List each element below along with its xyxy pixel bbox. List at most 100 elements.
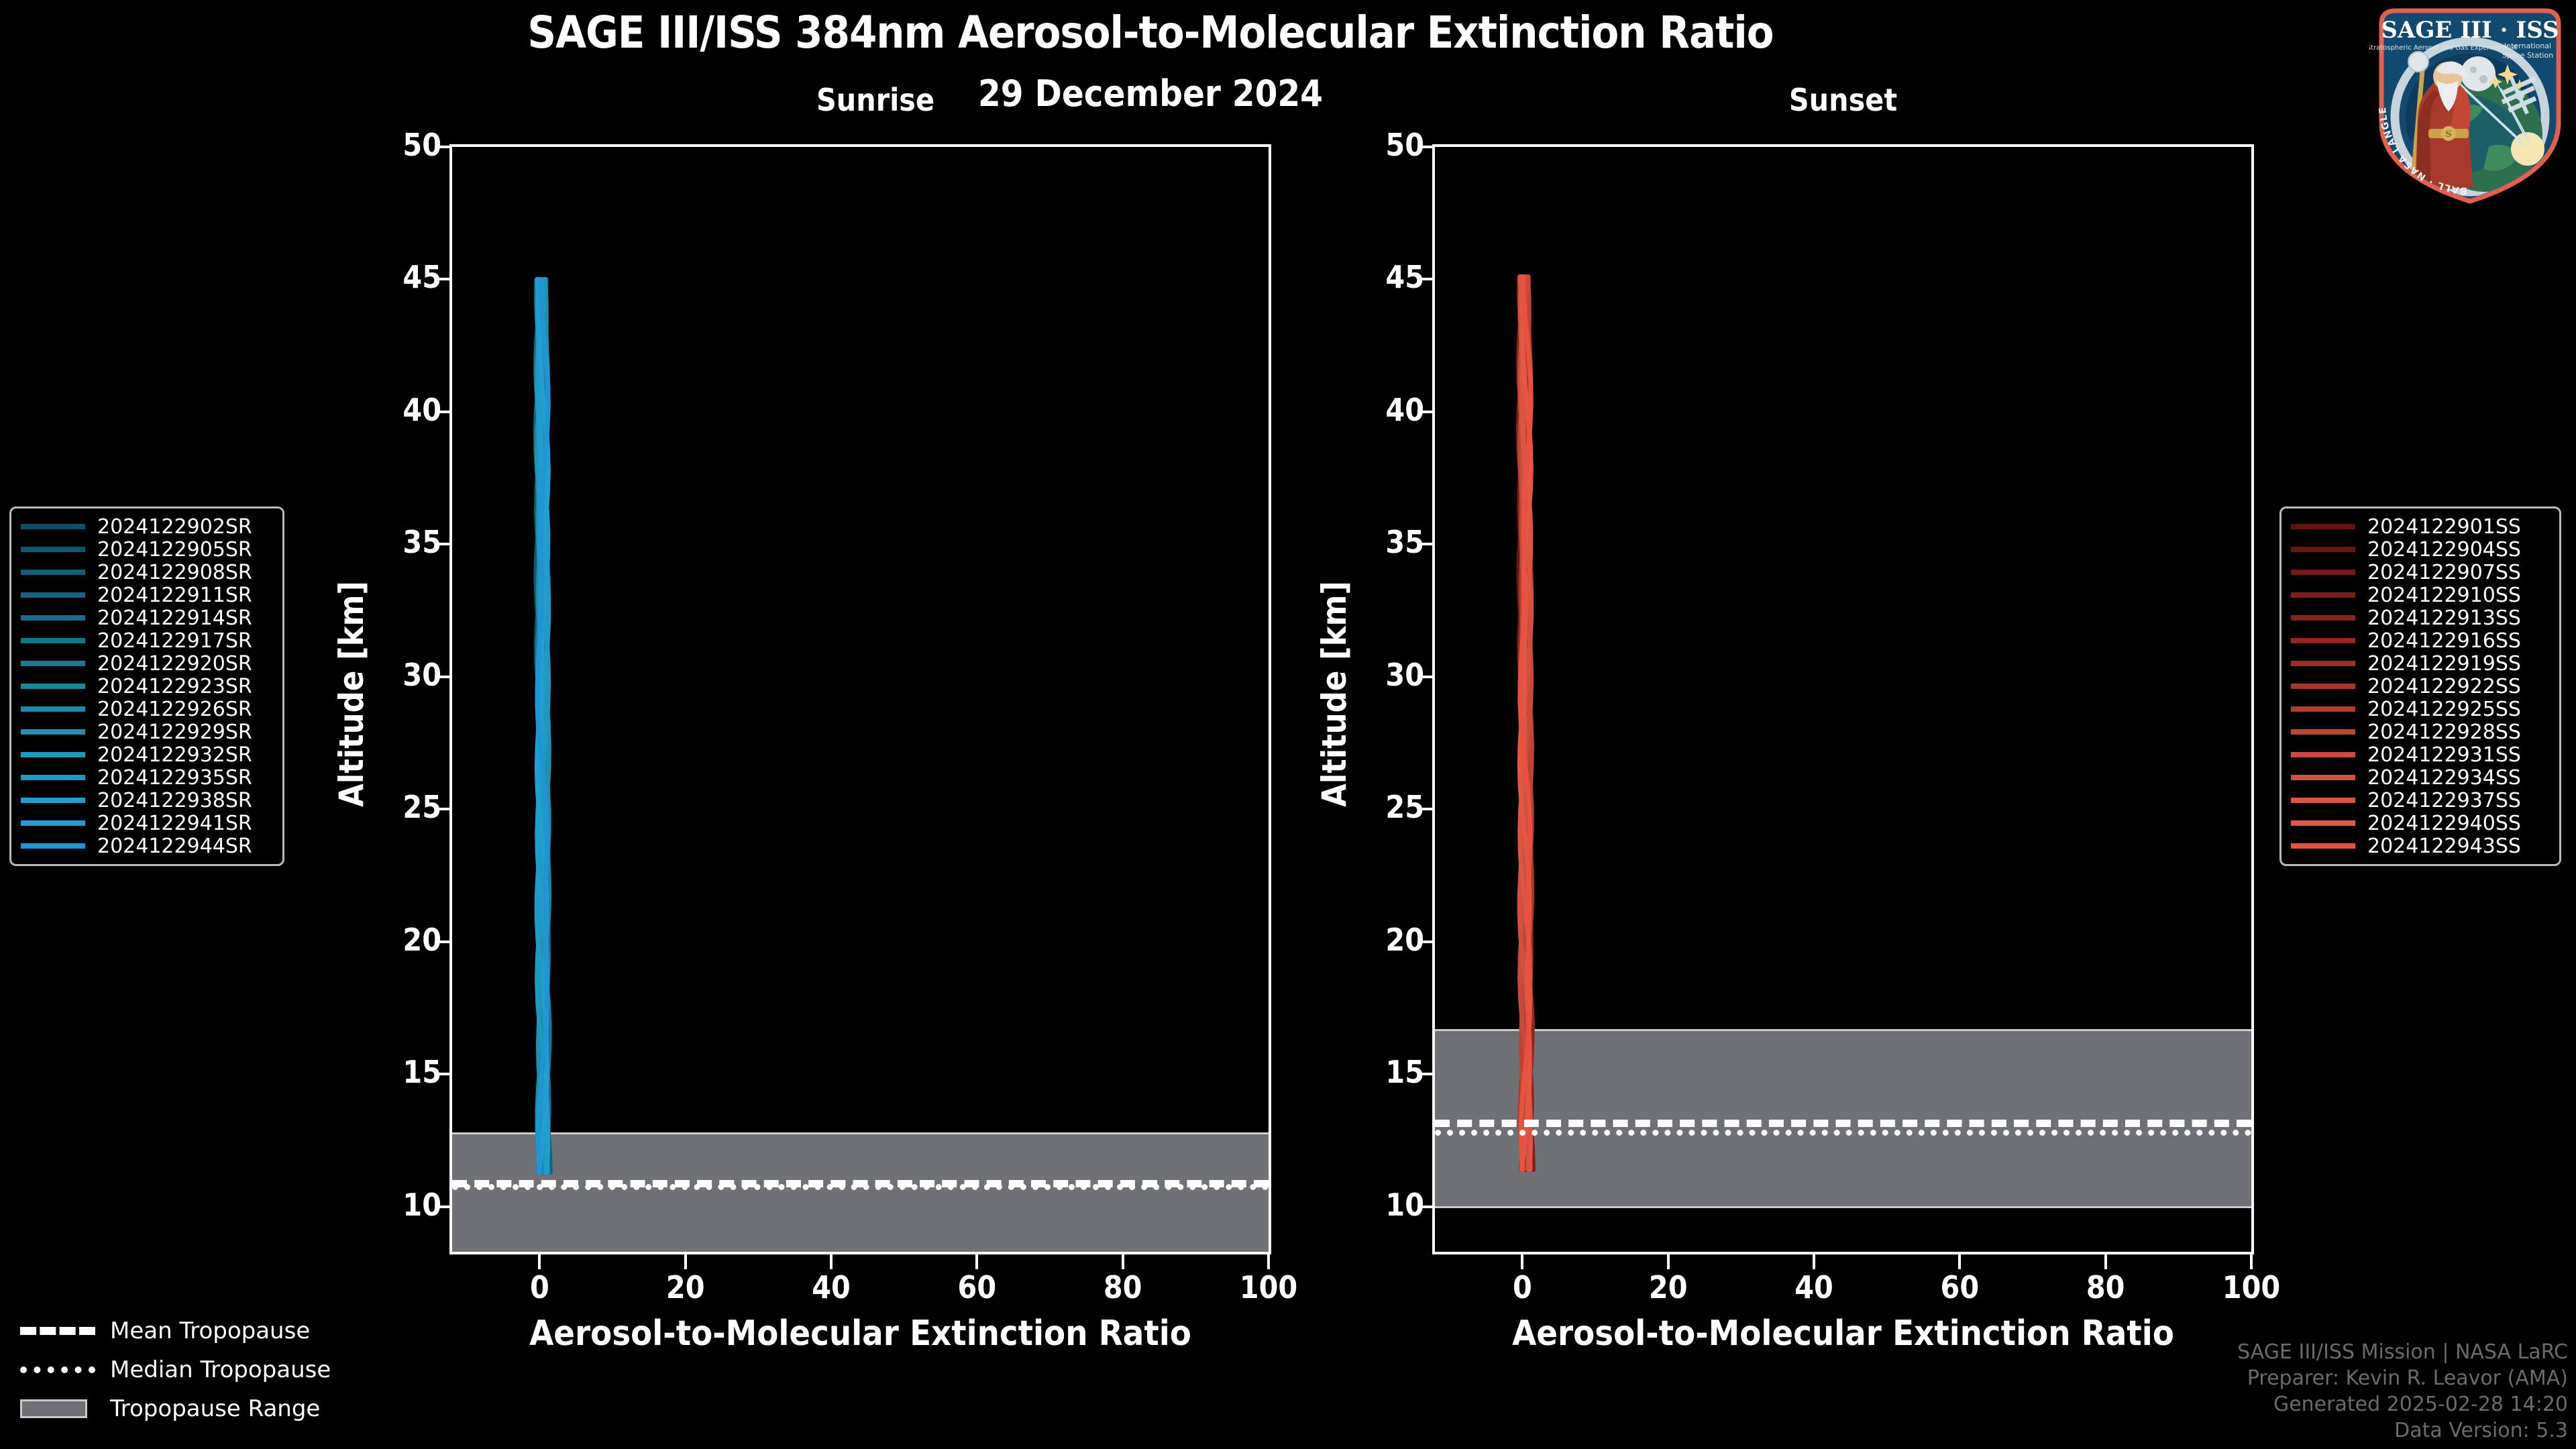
y-axis-tick-label: 10	[1385, 1186, 1424, 1223]
legend-item-event[interactable]: 2024122934SS	[2291, 766, 2550, 790]
legend-item-event[interactable]: 2024122902SR	[21, 515, 273, 539]
sunset-data-traces	[1515, 274, 1536, 1173]
legend-item-event[interactable]: 2024122925SS	[2291, 698, 2550, 721]
sunrise-plot-area	[449, 144, 1271, 1254]
event-label: 2024122919SS	[2367, 651, 2521, 676]
event-label: 2024122914SR	[97, 606, 252, 630]
x-axis-tick-label: 60	[1940, 1269, 1980, 1305]
legend-label-mean: Mean Tropopause	[110, 1318, 311, 1344]
mean-tropopause-line	[452, 1180, 1269, 1188]
event-color-swatch	[21, 706, 85, 712]
y-axis-tick-label: 20	[1385, 921, 1424, 958]
x-axis-tick-mark	[1121, 1254, 1124, 1269]
event-color-swatch	[2291, 798, 2355, 803]
x-axis-tick-label: 80	[1103, 1269, 1142, 1305]
legend-item-event[interactable]: 2024122943SS	[2291, 835, 2550, 858]
event-label: 2024122904SS	[2367, 537, 2521, 561]
tropopause-legend: Mean Tropopause Median Tropopause Tropop…	[20, 1311, 396, 1428]
sunrise-event-legend: 2024122902SR 2024122905SR 2024122908SR 2024…	[9, 506, 284, 866]
event-color-swatch	[2291, 615, 2355, 621]
event-label: 2024122905SR	[97, 537, 252, 561]
legend-item-event[interactable]: 2024122913SS	[2291, 606, 2550, 630]
event-color-swatch	[2291, 843, 2355, 849]
event-color-swatch	[21, 661, 85, 666]
y-axis-tick-label: 15	[402, 1054, 441, 1091]
y-axis-tick-label: 45	[1385, 259, 1424, 296]
legend-item-event[interactable]: 2024122932SR	[21, 743, 273, 767]
x-axis-tick-label: 100	[1239, 1269, 1298, 1305]
y-axis-tick-mark	[435, 675, 449, 678]
x-axis-tick-label: 60	[957, 1269, 997, 1305]
event-color-swatch	[2291, 752, 2355, 757]
legend-item-event[interactable]: 2024122926SR	[21, 698, 273, 721]
x-axis-tick-label: 20	[665, 1269, 705, 1305]
event-label: 2024122923SR	[97, 674, 252, 698]
legend-item-event[interactable]: 2024122920SR	[21, 651, 273, 676]
page-title: SAGE III/ISS 384nm Aerosol-to-Molecular …	[527, 7, 1774, 58]
x-axis-tick-mark	[2250, 1254, 2253, 1269]
event-color-swatch	[21, 798, 85, 803]
legend-item-event[interactable]: 2024122908SR	[21, 561, 273, 584]
x-axis-tick-mark	[1666, 1254, 1670, 1269]
sunset-plot-area	[1432, 144, 2254, 1254]
y-axis-tick-label: 40	[402, 391, 441, 428]
sunset-event-legend: 2024122901SS 2024122904SS 2024122907SS 2024…	[2279, 506, 2561, 866]
legend-item-event[interactable]: 2024122901SS	[2291, 515, 2550, 539]
legend-item-event[interactable]: 2024122910SS	[2291, 584, 2550, 607]
legend-item-event[interactable]: 2024122917SR	[21, 629, 273, 653]
event-color-swatch	[2291, 547, 2355, 552]
credits-block: SAGE III/ISS Mission | NASA LaRC Prepare…	[2237, 1339, 2568, 1444]
event-label: 2024122941SR	[97, 811, 252, 835]
dashed-line-icon	[20, 1322, 95, 1340]
legend-item-event[interactable]: 2024122923SR	[21, 675, 273, 698]
legend-item-tropopause-range: Tropopause Range	[20, 1389, 396, 1428]
event-label: 2024122913SS	[2367, 606, 2521, 630]
legend-item-event[interactable]: 2024122931SS	[2291, 743, 2550, 767]
legend-label-range: Tropopause Range	[110, 1395, 321, 1422]
legend-item-event[interactable]: 2024122905SR	[21, 538, 273, 561]
legend-item-event[interactable]: 2024122935SR	[21, 766, 273, 790]
x-axis-tick-mark	[1958, 1254, 1962, 1269]
sage-iii-iss-logo: S BALL · NASA LANGLEY RESEARCH CENTER · …	[2369, 3, 2561, 204]
legend-item-event[interactable]: 2024122941SR	[21, 812, 273, 835]
y-axis-tick-label: 50	[1385, 127, 1424, 163]
legend-item-event[interactable]: 2024122922SS	[2291, 675, 2550, 698]
event-color-swatch	[2291, 706, 2355, 712]
x-axis-label: Aerosol-to-Molecular Extinction Ratio	[1512, 1313, 2174, 1354]
y-axis-tick-label: 10	[402, 1186, 441, 1223]
legend-item-event[interactable]: 2024122904SS	[2291, 538, 2550, 561]
event-label: 2024122920SR	[97, 651, 252, 676]
legend-item-event[interactable]: 2024122911SR	[21, 583, 273, 607]
legend-item-event[interactable]: 2024122916SS	[2291, 629, 2550, 653]
event-label: 2024122932SR	[97, 743, 252, 767]
legend-item-event[interactable]: 2024122938SR	[21, 789, 273, 812]
event-label: 2024122907SS	[2367, 560, 2521, 584]
event-color-swatch	[2291, 638, 2355, 643]
event-label: 2024122911SR	[97, 583, 252, 607]
x-axis-tick-label: 80	[2086, 1269, 2125, 1305]
event-color-swatch	[2291, 775, 2355, 780]
legend-item-event[interactable]: 2024122929SR	[21, 720, 273, 744]
legend-item-event[interactable]: 2024122907SS	[2291, 561, 2550, 584]
sunset-panel-title: Sunset	[1788, 82, 1898, 118]
event-color-swatch	[2291, 570, 2355, 575]
event-color-swatch	[21, 820, 85, 826]
x-axis-label: Aerosol-to-Molecular Extinction Ratio	[529, 1313, 1191, 1354]
y-axis-tick-mark	[435, 808, 449, 811]
x-axis-tick-label: 40	[812, 1269, 851, 1305]
legend-item-event[interactable]: 2024122914SR	[21, 606, 273, 630]
x-axis-tick-mark	[1521, 1254, 1524, 1269]
event-color-swatch	[21, 752, 85, 757]
svg-text:S: S	[2445, 129, 2451, 140]
legend-item-event[interactable]: 2024122928SS	[2291, 720, 2550, 744]
x-axis-tick-mark	[830, 1254, 833, 1269]
logo-subtitle-right-2: Space Station	[2502, 51, 2553, 60]
legend-item-event[interactable]: 2024122944SR	[21, 835, 273, 858]
event-color-swatch	[21, 592, 85, 598]
legend-item-event[interactable]: 2024122919SS	[2291, 651, 2550, 676]
legend-item-event[interactable]: 2024122940SS	[2291, 812, 2550, 835]
legend-item-event[interactable]: 2024122937SS	[2291, 789, 2550, 812]
y-axis-tick-label: 25	[1385, 789, 1424, 826]
x-axis-tick-label: 20	[1648, 1269, 1688, 1305]
date-subtitle: 29 December 2024	[977, 72, 1323, 115]
